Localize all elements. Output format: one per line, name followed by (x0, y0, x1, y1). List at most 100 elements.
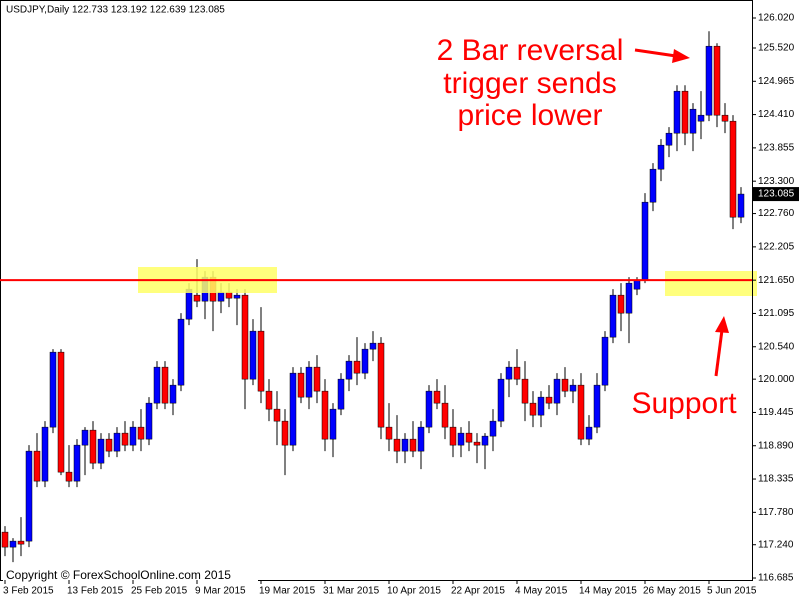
candle-body (33, 450, 41, 482)
y-tick-label: 120.540 (758, 341, 795, 352)
candle-body (57, 351, 65, 473)
candle-body (625, 282, 633, 314)
candle-body (297, 372, 305, 398)
candle-body (345, 360, 353, 380)
candle-body (521, 378, 529, 404)
y-tick-label: 118.335 (758, 474, 794, 485)
y-tick-label: 123.855 (758, 143, 795, 154)
candle-body (161, 366, 169, 404)
candle-body (601, 336, 609, 386)
candle-body (313, 366, 321, 392)
highlight-zone (665, 271, 757, 296)
candle-body (441, 402, 449, 428)
x-tick-label: 26 May 2015 (643, 586, 701, 597)
y-tick-label: 118.890 (758, 440, 794, 451)
x-tick-label: 3 Feb 2015 (3, 586, 54, 597)
candle-body (17, 540, 25, 545)
candle-body (417, 426, 425, 452)
candle-body (513, 366, 521, 380)
x-tick-label: 22 Apr 2015 (451, 586, 505, 597)
y-tick-label: 117.780 (758, 507, 794, 518)
candle-body (529, 402, 537, 416)
candle-body (481, 435, 489, 446)
candle-body (369, 342, 377, 350)
candle-body (177, 318, 185, 386)
y-tick-label: 124.965 (758, 76, 795, 87)
last-price-box (753, 187, 799, 202)
x-tick-label: 31 Mar 2015 (323, 586, 380, 597)
candle-body (633, 279, 641, 290)
candle-body (121, 432, 129, 446)
arrow (634, 48, 690, 63)
candle-body (1, 531, 9, 548)
x-tick-label: 4 May 2015 (515, 586, 568, 597)
candle-body (145, 402, 153, 440)
y-tick-label: 125.520 (758, 43, 795, 54)
candle-body (553, 378, 561, 404)
candle-body (489, 420, 497, 437)
candle-body (289, 372, 297, 446)
candle-body (25, 450, 33, 542)
annotation: 2 Bar reversal (437, 34, 624, 67)
candle-body (649, 168, 657, 203)
annotation: price lower (457, 99, 602, 132)
candle-body (97, 438, 105, 464)
x-tick-label: 13 Feb 2015 (67, 586, 124, 597)
candle-body (185, 288, 193, 320)
candle-body (265, 390, 273, 410)
plot-area (1, 31, 745, 563)
candle-body (305, 366, 313, 398)
candle-body (49, 351, 57, 428)
candle-body (609, 294, 617, 338)
candle-body (409, 438, 417, 452)
arrow (714, 316, 729, 377)
candle-body (321, 390, 329, 440)
y-tick-label: 123.300 (758, 176, 795, 187)
candle-body (425, 390, 433, 428)
candle-body (337, 378, 345, 410)
copyright-bg (3, 568, 258, 582)
candle-body (689, 108, 697, 134)
candle-body (153, 366, 161, 404)
candle-body (129, 426, 137, 446)
candle-body (617, 294, 625, 314)
candle-body (465, 432, 473, 443)
candle-body (737, 193, 745, 218)
candle-body (217, 291, 225, 302)
candle-body (361, 348, 369, 374)
x-tick-label: 5 Jun 2015 (707, 586, 757, 597)
candle-body (433, 390, 441, 404)
annotation: trigger sends (443, 67, 616, 100)
candle-body (713, 45, 721, 116)
x-tick-label: 9 Mar 2015 (195, 586, 246, 597)
candle-body (593, 384, 601, 428)
candle-body (641, 201, 649, 281)
y-tick-label: 121.650 (758, 275, 795, 286)
y-tick-label: 122.205 (758, 242, 795, 253)
x-tick-label: 14 May 2015 (579, 586, 637, 597)
y-tick-label: 126.020 (758, 13, 795, 24)
candle-body (473, 441, 481, 446)
annotation: Support (631, 387, 737, 420)
candle-body (385, 426, 393, 440)
y-tick-label: 121.095 (758, 308, 795, 319)
x-tick-label: 19 Mar 2015 (259, 586, 316, 597)
candle-body (73, 444, 81, 482)
candle-body (225, 291, 233, 299)
chart-subtitle: USDJPY,Daily 122.733 123.192 122.639 123… (6, 5, 225, 16)
candle-body (697, 114, 705, 122)
candle-body (657, 144, 665, 170)
candle-body (81, 429, 89, 446)
candle-body (537, 396, 545, 416)
y-tick-label: 116.685 (758, 573, 794, 584)
candle-body (241, 294, 249, 380)
candle-body (257, 330, 265, 392)
plot-frame (0, 0, 753, 581)
candle-body (273, 408, 281, 422)
y-tick-label: 124.410 (758, 109, 795, 120)
x-tick-label: 10 Apr 2015 (387, 586, 441, 597)
candle-body (505, 366, 513, 380)
candle-body (393, 438, 401, 452)
last-price-label: 123.085 (758, 189, 795, 200)
